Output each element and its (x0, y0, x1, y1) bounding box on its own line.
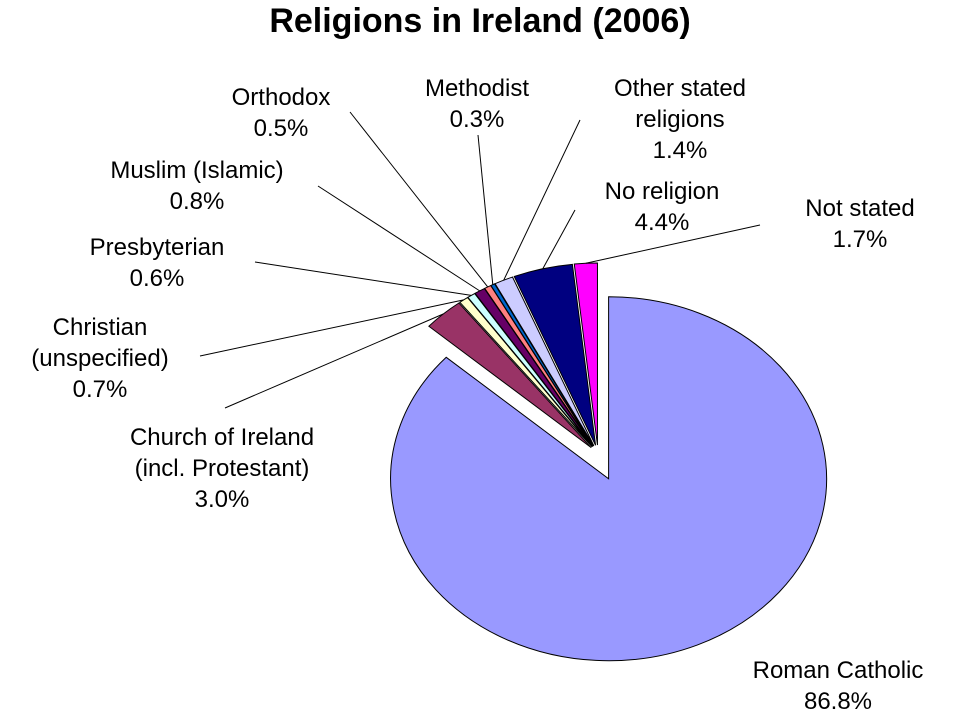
slice-label: Church of Ireland (incl. Protestant) (129, 424, 315, 482)
slice-label: Roman Catholic (752, 657, 924, 684)
pie-slice (513, 263, 597, 446)
leader-line (349, 111, 489, 288)
leader-line (199, 299, 464, 357)
slice-label: Not stated (805, 195, 915, 222)
pie-slice (490, 283, 594, 447)
leader-line (542, 209, 576, 269)
slice-value: 0.3% (449, 106, 505, 133)
pie-slice (573, 262, 598, 446)
leader-line (585, 224, 761, 264)
slice-value: 1.4% (652, 137, 708, 164)
slice-label: Christian (unspecified) (31, 314, 169, 372)
slice-value: 0.8% (169, 188, 225, 215)
slice-label: Other stated religions (613, 75, 747, 133)
leader-line (254, 261, 472, 296)
slice-label: No religion (604, 178, 720, 205)
leader-line (317, 185, 480, 292)
slice-value: 86.8% (803, 688, 873, 715)
slice-value: 0.7% (72, 376, 128, 403)
pie-slice (390, 296, 828, 662)
chart-title: Religions in Ireland (2006) (269, 2, 691, 40)
slice-label: Presbyterian (89, 234, 225, 261)
slice-value: 4.4% (634, 209, 690, 236)
slice-value: 0.6% (129, 265, 185, 292)
slice-label: Orthodox (231, 84, 331, 111)
slice-value: 0.5% (253, 115, 309, 142)
leader-line (503, 119, 581, 281)
slice-label: Muslim (Islamic) (110, 157, 284, 184)
slice-value: 1.7% (832, 226, 888, 253)
slice-label: Methodist (424, 75, 530, 102)
slice-value: 3.0% (194, 486, 250, 513)
leader-line (224, 313, 444, 409)
leader-line (477, 134, 494, 285)
